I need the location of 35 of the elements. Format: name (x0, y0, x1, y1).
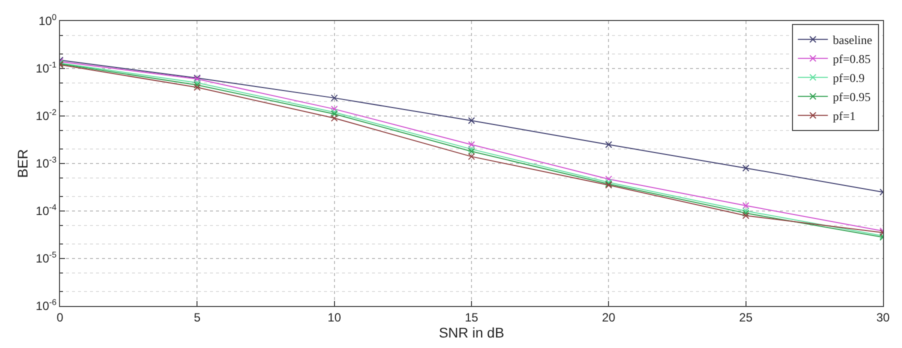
y-tick-label: 10$^{-1}$ (36, 60, 57, 76)
point (330, 114, 338, 122)
y-tick-label: 10$^{-2}$ (36, 107, 57, 124)
legend-label: pf=0.85 (832, 52, 871, 66)
x-tick-label: 10 (328, 310, 342, 324)
x-tick-label: 30 (876, 310, 890, 324)
y-axis-title: BER (14, 149, 30, 178)
point (742, 202, 750, 210)
point (742, 164, 750, 172)
y-tick-label: 10$^{-3}$ (36, 154, 57, 171)
point (468, 117, 475, 124)
y-tick-label: 10$^{-6}$ (36, 297, 57, 314)
legend-label: baseline (832, 33, 872, 48)
point (742, 208, 750, 214)
point (194, 84, 201, 91)
x-tick-label: 15 (464, 310, 478, 324)
legend-label: pf=1 (832, 109, 856, 124)
point (468, 153, 475, 160)
y-tick-label: 10$^{0}$ (38, 12, 57, 28)
legend-label: pf=0.9 (832, 71, 865, 86)
legend-label: pf=0.95 (832, 90, 871, 104)
x-tick-label: 20 (602, 310, 616, 324)
x-tick-label: 0 (56, 310, 64, 324)
x-tick-label: 5 (194, 310, 201, 324)
point (330, 94, 338, 102)
x-axis-title: SNR in dB (438, 324, 504, 340)
point (468, 141, 475, 148)
x-tick-label: 25 (739, 310, 753, 324)
y-tick-label: 10$^{-4}$ (36, 202, 57, 218)
point (605, 176, 612, 183)
y-tick-label: 10$^{-5}$ (36, 250, 57, 266)
point (330, 106, 338, 113)
point (742, 212, 750, 220)
point (605, 141, 612, 148)
point (742, 210, 750, 217)
